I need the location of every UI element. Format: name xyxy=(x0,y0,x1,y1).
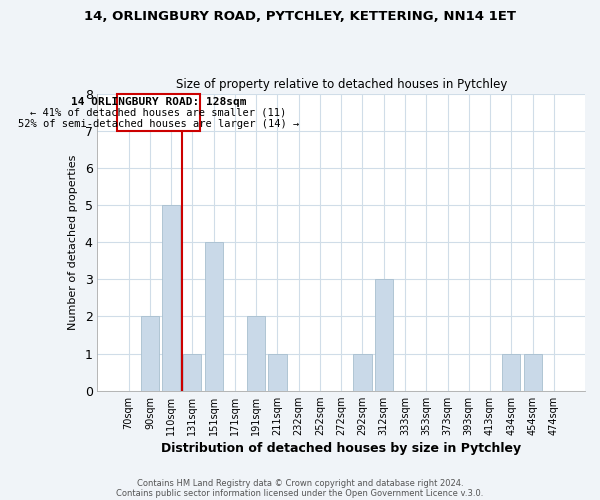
Text: Contains public sector information licensed under the Open Government Licence v.: Contains public sector information licen… xyxy=(116,488,484,498)
Bar xyxy=(375,280,393,390)
Text: ← 41% of detached houses are smaller (11): ← 41% of detached houses are smaller (11… xyxy=(31,108,287,118)
Title: Size of property relative to detached houses in Pytchley: Size of property relative to detached ho… xyxy=(176,78,507,91)
Bar xyxy=(524,354,542,391)
Text: 52% of semi-detached houses are larger (14) →: 52% of semi-detached houses are larger (… xyxy=(18,119,299,129)
Y-axis label: Number of detached properties: Number of detached properties xyxy=(68,154,77,330)
Bar xyxy=(268,354,287,391)
Text: Contains HM Land Registry data © Crown copyright and database right 2024.: Contains HM Land Registry data © Crown c… xyxy=(137,478,463,488)
Bar xyxy=(184,354,202,391)
Bar xyxy=(162,205,180,390)
FancyBboxPatch shape xyxy=(117,94,200,130)
X-axis label: Distribution of detached houses by size in Pytchley: Distribution of detached houses by size … xyxy=(161,442,521,455)
Bar xyxy=(247,316,265,390)
Bar xyxy=(141,316,159,390)
Bar xyxy=(205,242,223,390)
Bar xyxy=(353,354,371,391)
Text: 14 ORLINGBURY ROAD: 128sqm: 14 ORLINGBURY ROAD: 128sqm xyxy=(71,96,246,106)
Bar xyxy=(502,354,520,391)
Text: 14, ORLINGBURY ROAD, PYTCHLEY, KETTERING, NN14 1ET: 14, ORLINGBURY ROAD, PYTCHLEY, KETTERING… xyxy=(84,10,516,23)
